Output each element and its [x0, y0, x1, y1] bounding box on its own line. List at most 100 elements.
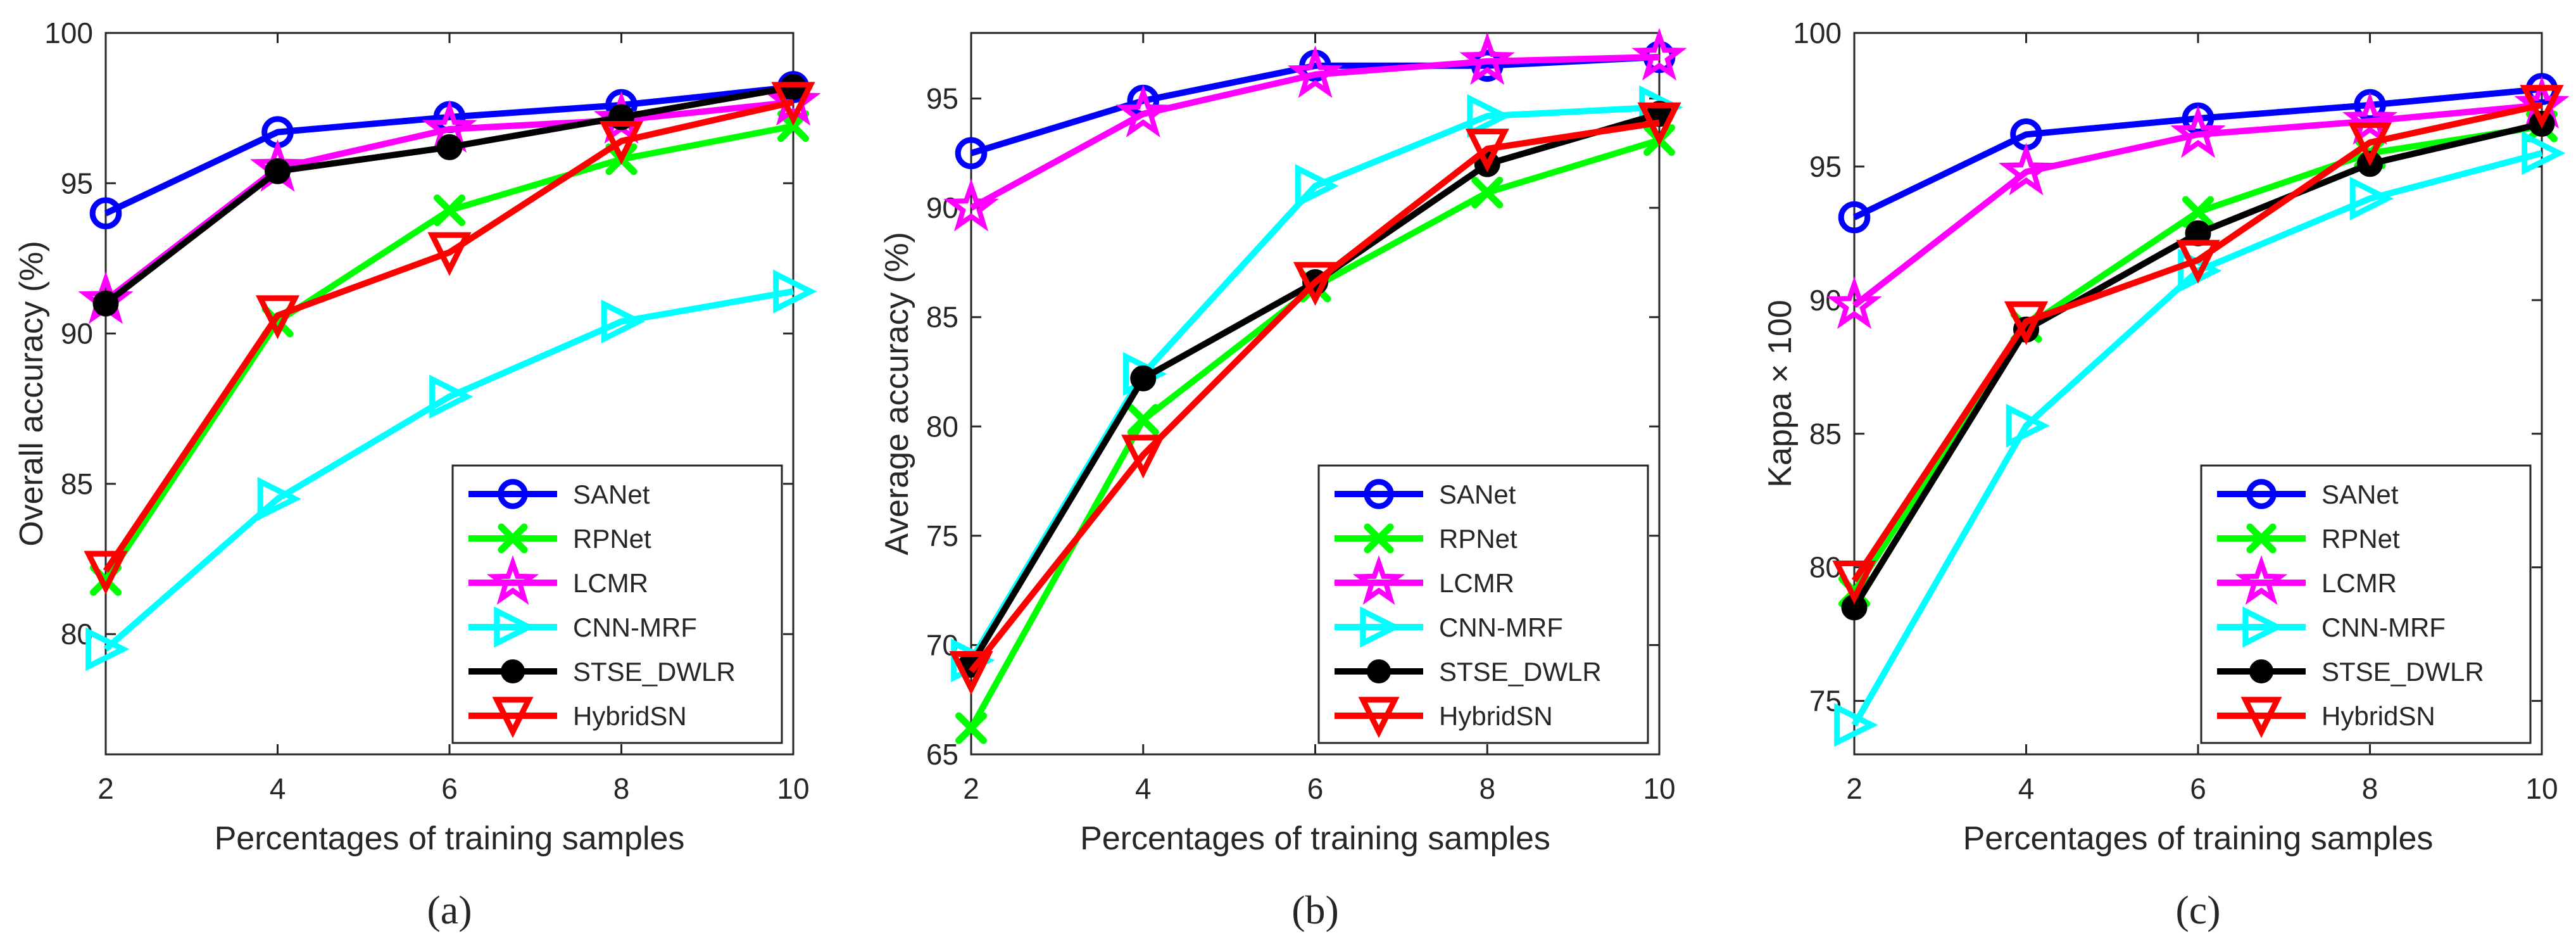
legend-label: LCMR [2322, 568, 2397, 598]
data-point-lcmr [2342, 92, 2398, 145]
x-tick-label: 4 [2018, 772, 2035, 805]
y-tick-label: 100 [1793, 16, 1842, 49]
data-point-stse_dwlr [436, 134, 463, 160]
legend-marker [2246, 523, 2277, 554]
legend-label: SANet [2322, 479, 2399, 509]
data-point-lcmr [765, 73, 821, 126]
data-point-stse_dwlr [1130, 365, 1157, 391]
data-point-rpnet [1471, 176, 1504, 208]
series-line-cnn-mrf [103, 288, 794, 652]
legend-label: STSE_DWLR [2322, 657, 2484, 687]
data-point-cnn-mrf [85, 627, 130, 671]
legend-marker [1360, 606, 1402, 648]
data-point-sanet [1838, 201, 1871, 234]
data-point-cnn-mrf [429, 374, 474, 419]
x-tick-label: 10 [1643, 772, 1675, 805]
legend-marker [1367, 659, 1391, 683]
x-axis-label: Percentages of training samples [215, 820, 685, 857]
x-tick-label: 2 [963, 772, 979, 805]
y-tick-label: 90 [61, 317, 93, 350]
x-tick-label: 6 [441, 772, 458, 805]
legend-marker [2235, 555, 2288, 606]
legend-marker [492, 697, 534, 739]
y-axis-label: Average accuracy (%) [879, 232, 915, 555]
data-point-hybridsn [2520, 85, 2564, 129]
data-point-hybridsn [1832, 560, 1876, 605]
legend-label: RPNet [2322, 524, 2400, 554]
y-tick-label: 100 [44, 16, 93, 49]
series-line-lcmr [969, 54, 1660, 211]
legend-label: STSE_DWLR [1439, 657, 1602, 687]
series-line-hybridsn [103, 99, 795, 573]
legend-marker [1352, 555, 1405, 606]
y-tick-label: 85 [1809, 417, 1842, 450]
y-tick-label: 95 [926, 82, 958, 115]
legend-marker [2242, 606, 2284, 648]
x-tick-label: 4 [1135, 772, 1152, 805]
data-point-hybridsn [1121, 434, 1165, 479]
data-point-hybridsn [2347, 122, 2392, 167]
data-point-hybridsn [255, 295, 300, 339]
data-point-cnn-mrf [1295, 164, 1339, 208]
legend-label: SANet [1439, 479, 1516, 509]
legend: SANet RPNet LCMR CNN-MRF STSE_DWLR HybridSN [1317, 464, 1649, 744]
data-point-cnn-mrf [2522, 131, 2566, 175]
series-line-sanet [104, 84, 794, 217]
data-point-cnn-mrf [773, 269, 817, 314]
data-point-hybridsn [84, 550, 128, 595]
data-point-lcmr [1826, 276, 1882, 329]
data-point-stse_dwlr [265, 158, 291, 184]
data-point-sanet [955, 137, 988, 170]
legend-marker [1358, 697, 1400, 739]
legend-label: HybridSN [2322, 701, 2435, 731]
data-point-stse_dwlr [92, 290, 119, 317]
data-point-hybridsn [2176, 239, 2220, 284]
data-point-cnn-mrf [1467, 94, 1511, 138]
panel-caption: (c) [2175, 887, 2220, 932]
legend-marker [498, 479, 528, 509]
data-point-lcmr [1998, 143, 2054, 196]
y-tick-label: 95 [61, 167, 93, 200]
legend-marker [1364, 523, 1394, 554]
x-axis-label: Percentages of training samples [1963, 820, 2434, 857]
legend: SANet RPNet LCMR CNN-MRF STSE_DWLR HybridSN [2200, 464, 2532, 744]
data-point-lcmr [1459, 32, 1516, 86]
data-point-hybridsn [1637, 102, 1681, 146]
legend-label: LCMR [1439, 568, 1514, 598]
data-point-cnn-mrf [2349, 176, 2394, 221]
x-tick-label: 2 [97, 772, 114, 805]
legend-box [451, 464, 783, 744]
y-axis-label: Overall accuracy (%) [13, 241, 50, 547]
x-tick-label: 8 [613, 772, 630, 805]
series-line-hybridsn [1851, 102, 2543, 583]
y-tick-label: 85 [61, 467, 93, 500]
data-point-rpnet [955, 712, 987, 744]
legend-label: RPNet [573, 524, 651, 554]
legend-marker [2246, 479, 2277, 509]
x-tick-label: 2 [1846, 772, 1863, 805]
legend-marker [1364, 479, 1394, 509]
legend-label: STSE_DWLR [573, 657, 736, 687]
data-point-hybridsn [771, 82, 815, 126]
data-point-hybridsn [2004, 301, 2049, 345]
x-tick-label: 8 [2362, 772, 2378, 805]
legend-label: CNN-MRF [2322, 612, 2446, 642]
data-point-cnn-mrf [1834, 703, 1878, 747]
data-point-hybridsn [949, 651, 993, 695]
x-tick-label: 10 [2525, 772, 2558, 805]
data-point-hybridsn [427, 232, 472, 276]
legend-marker [498, 523, 528, 554]
x-tick-label: 8 [1479, 772, 1495, 805]
data-point-rpnet [2182, 196, 2214, 228]
y-tick-label: 65 [926, 738, 958, 771]
data-point-lcmr [943, 179, 999, 232]
panel-caption: (a) [427, 887, 472, 932]
x-tick-label: 10 [777, 772, 809, 805]
legend: SANet RPNet LCMR CNN-MRF STSE_DWLR HybridSN [451, 464, 783, 744]
y-tick-label: 85 [926, 301, 958, 334]
series-line-cnn-mrf [1851, 149, 2543, 727]
series-line-lcmr [1852, 101, 2542, 308]
